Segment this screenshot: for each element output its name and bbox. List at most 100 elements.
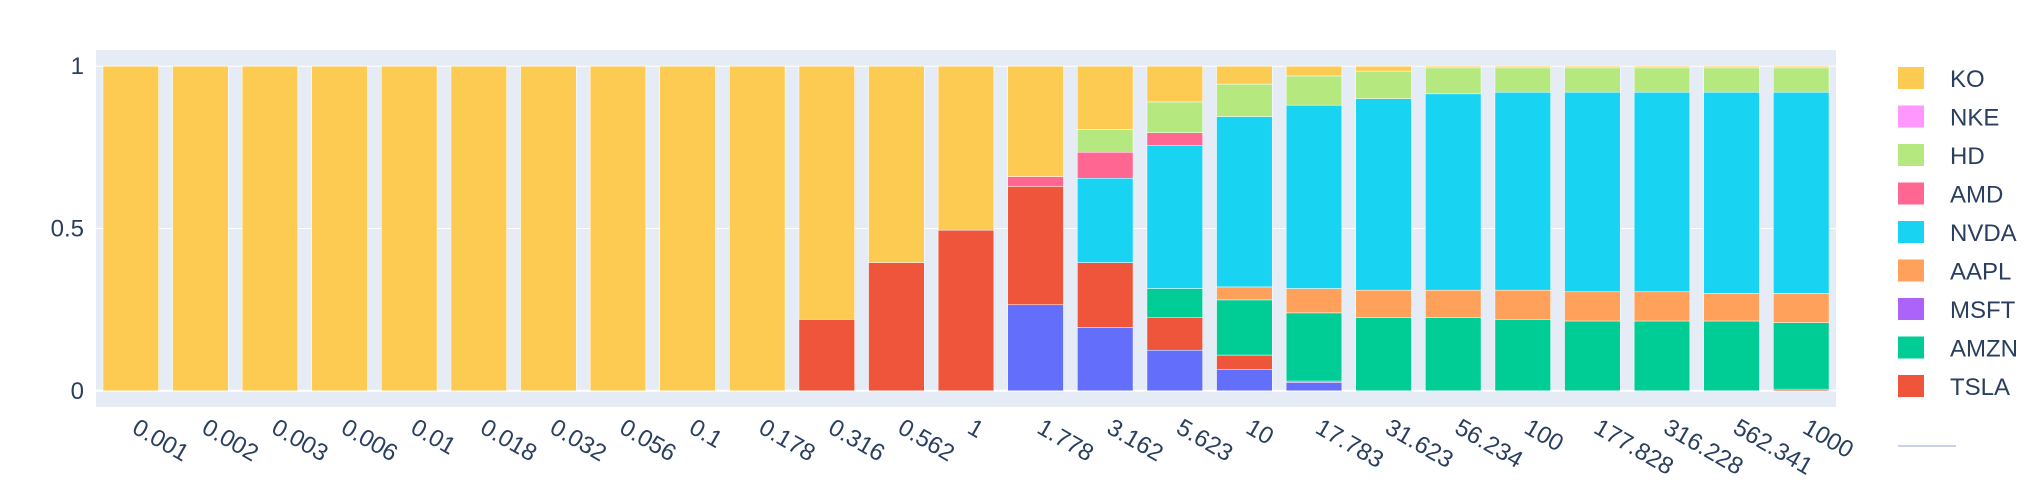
bar-segment-hd-100[interactable] [1494,67,1551,93]
bar-segment-aapl-177.828[interactable] [1564,291,1621,322]
bar-segment-nvda-3.162[interactable] [1077,177,1134,263]
bar-segment-ko-0.316[interactable] [798,65,855,320]
bar-segment-ko-1000[interactable] [1773,65,1830,69]
bar-segment-amzn-31.623[interactable] [1355,317,1412,392]
bar-segment-aapl-10[interactable] [1216,286,1273,301]
bar-segment-nvda-177.828[interactable] [1564,91,1621,293]
legend-item-ko[interactable]: KO [1898,66,1985,93]
bar-segment-tsla-1[interactable] [937,229,995,392]
x-tick-label: 0.018 [476,414,542,467]
bar-segment-ko-1[interactable] [937,65,995,231]
bar-segment-tsla-1.778[interactable] [1007,186,1064,306]
bar-segment-ko-0.178[interactable] [729,65,786,392]
bar-segment-nvda-17.783[interactable] [1285,104,1343,289]
bar-segment-hd-562.341[interactable] [1703,67,1760,93]
bar-segment-ko-0.032[interactable] [520,65,577,392]
x-tick-label: 5.623 [1172,414,1238,467]
bar-segment-ko-10[interactable] [1216,65,1273,85]
bar-segment-aapl-31.623[interactable] [1355,289,1412,318]
bar-segment-amzn-562.341[interactable] [1703,320,1760,392]
bar-segment-nvda-562.341[interactable] [1703,91,1760,294]
bar-segment-amzn-177.828[interactable] [1564,320,1621,392]
bar-segment-hd-1000[interactable] [1773,67,1830,93]
bar-segment-amzn-100[interactable] [1494,319,1551,392]
bar-segment-nvda-5.623[interactable] [1146,145,1203,289]
bar-segment-ko-31.623[interactable] [1355,65,1412,72]
bar-segment-aapl-316.228[interactable] [1633,291,1691,322]
legend-item-aapl[interactable]: AAPL [1898,259,2011,286]
bar-segment-ko-0.001[interactable] [102,65,159,392]
bar-segment-tsla-10[interactable] [1216,354,1273,370]
bar-segment-hd-3.162[interactable] [1077,129,1134,153]
bar-segment-nvda-10[interactable] [1216,116,1273,288]
bar-segment-hd-177.828[interactable] [1564,67,1621,93]
bar-segment-tsla-5.623[interactable] [1146,317,1203,351]
bar-segment-ko-17.783[interactable] [1285,65,1343,77]
bar-segment-hd-17.783[interactable] [1285,75,1343,106]
bar-segment-ko-0.01[interactable] [381,65,438,392]
bar-segment-nvda-56.234[interactable] [1425,93,1482,291]
bar-segment-ko-316.228[interactable] [1633,65,1691,69]
bar-segment-ko-0.018[interactable] [450,65,507,392]
bar-segment-amd-5.623[interactable] [1146,132,1203,146]
bar-segment-ko-3.162[interactable] [1077,65,1134,130]
bar-segment-tsla-0.562[interactable] [868,262,925,392]
bar-segment-hd-5.623[interactable] [1146,101,1203,134]
bar-segment-tsla-0.316[interactable] [798,319,855,392]
bars[interactable] [102,65,1830,392]
legend-item-nke[interactable]: NKE [1898,105,1999,132]
bar-segment-ko-100[interactable] [1494,65,1551,69]
legend-label: AMZN [1950,336,2018,363]
bar-segment-other-5.623[interactable] [1146,349,1203,392]
bar-segment-nvda-31.623[interactable] [1355,98,1412,291]
bar-segment-ko-562.341[interactable] [1703,65,1760,69]
bar-segment-aapl-100[interactable] [1494,289,1551,320]
bar-segment-ko-0.1[interactable] [659,65,716,392]
bar-segment-other-17.783[interactable] [1285,382,1343,392]
bar-segment-amd-3.162[interactable] [1077,151,1134,179]
bar-segment-amzn-316.228[interactable] [1633,320,1691,392]
bar-segment-ko-56.234[interactable] [1425,65,1482,69]
bar-segment-amzn-1000[interactable] [1773,322,1830,390]
bar-segment-hd-31.623[interactable] [1355,70,1412,99]
bar-segment-ko-0.562[interactable] [868,65,925,263]
bar-segment-ko-0.002[interactable] [172,65,229,392]
bar-segment-ko-177.828[interactable] [1564,65,1621,69]
bar-segment-nvda-100[interactable] [1494,91,1551,291]
bar-segment-amzn-10[interactable] [1216,299,1273,356]
legend-item-tsla[interactable]: TSLA [1898,374,2010,401]
bar-segment-aapl-17.783[interactable] [1285,288,1343,314]
bar-segment-ko-0.006[interactable] [311,65,368,392]
legend[interactable]: KO NKE HD AMD NVDA AAPL MSFT AMZN TSLA [1898,66,2018,447]
bar-segment-aapl-1000[interactable] [1773,293,1830,323]
bar-segment-aapl-56.234[interactable] [1425,289,1482,318]
bar-segment-other-1.778[interactable] [1007,304,1064,392]
bar-segment-ko-5.623[interactable] [1146,65,1203,103]
bar-segment-ko-0.003[interactable] [241,65,299,392]
x-tick-label: 0.178 [754,414,820,467]
bar-segment-ko-0.056[interactable] [589,65,647,392]
bar-segment-nvda-316.228[interactable] [1633,91,1691,293]
legend-item-nvda[interactable]: NVDA [1898,220,2017,247]
bar-segment-tsla-3.162[interactable] [1077,262,1134,328]
bar-segment-hd-316.228[interactable] [1633,67,1691,93]
bar-segment-hd-10[interactable] [1216,83,1273,117]
legend-item-hd[interactable]: HD [1898,143,1985,170]
legend-label: KO [1950,66,1985,93]
x-tick-label: 0.002 [197,414,263,467]
legend-item-amzn[interactable]: AMZN [1898,336,2018,363]
bar-segment-nvda-1000[interactable] [1773,91,1830,294]
bar-segment-amzn-56.234[interactable] [1425,317,1482,392]
y-axis-ticks: 00.51 [51,53,84,405]
legend-item-msft[interactable]: MSFT [1898,297,2016,324]
x-tick-label: 177.828 [1589,414,1678,481]
bar-segment-hd-56.234[interactable] [1425,67,1482,95]
legend-item-amd[interactable]: AMD [1898,182,2003,209]
bar-segment-aapl-562.341[interactable] [1703,293,1760,322]
bar-segment-amzn-17.783[interactable] [1285,312,1343,382]
bar-segment-ko-1.778[interactable] [1007,65,1064,177]
bar-segment-other-3.162[interactable] [1077,327,1134,392]
bar-segment-amd-1.778[interactable] [1007,176,1064,187]
bar-segment-amzn-5.623[interactable] [1146,288,1203,319]
bar-segment-other-10[interactable] [1216,369,1273,392]
